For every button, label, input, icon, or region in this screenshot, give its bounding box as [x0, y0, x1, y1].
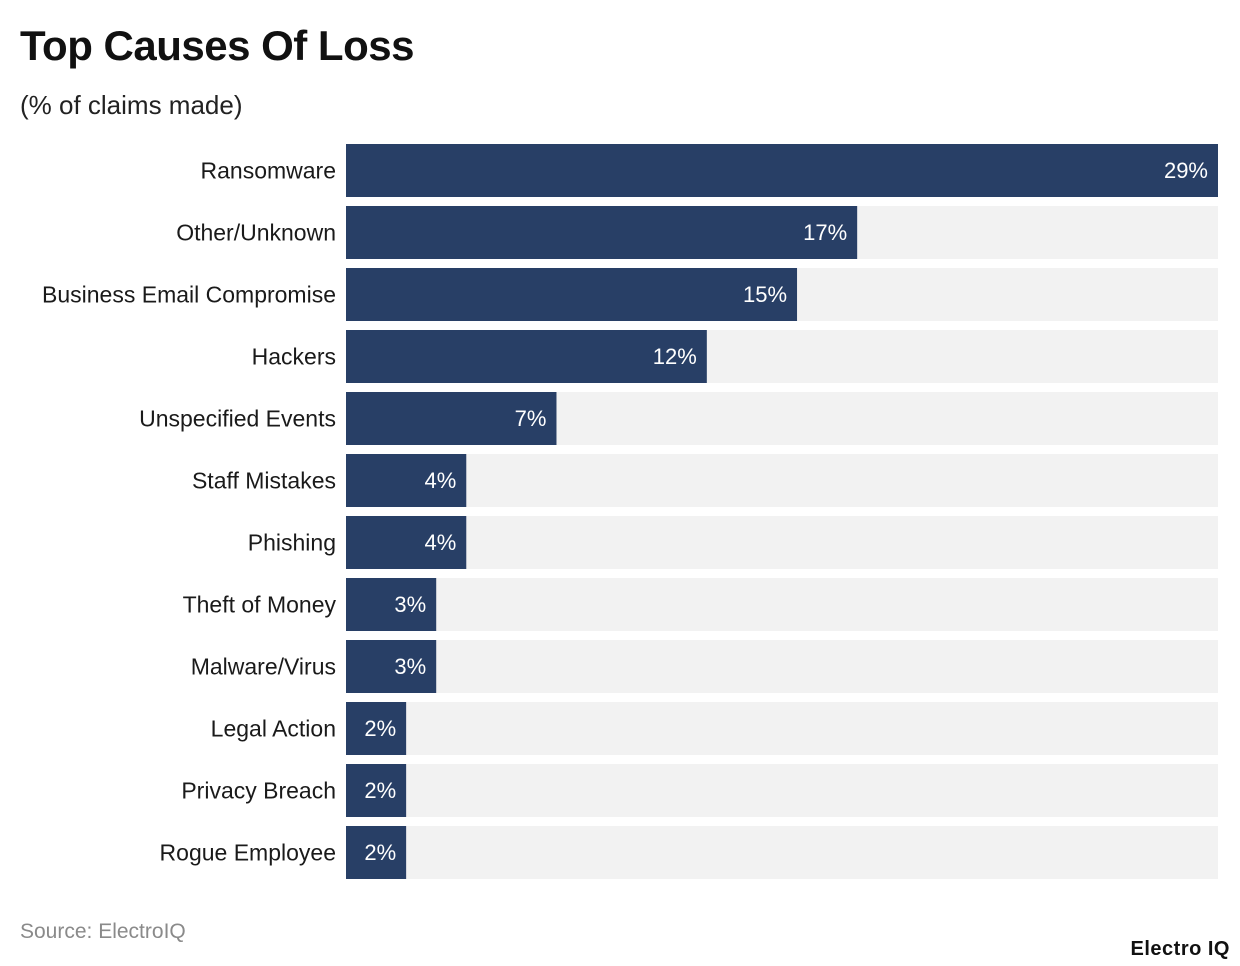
value-label: 2%: [364, 778, 396, 803]
category-label: Business Email Compromise: [42, 282, 336, 308]
category-label: Other/Unknown: [176, 220, 336, 246]
bar: [346, 640, 437, 693]
category-label: Malware/Virus: [191, 654, 336, 680]
bar: [346, 454, 467, 507]
value-label: 15%: [743, 282, 787, 307]
brand-logo: Electro IQ: [1130, 938, 1230, 960]
bar-track: [346, 702, 1218, 755]
bar-track: [346, 454, 1218, 507]
bar-track: [346, 826, 1218, 879]
bar: [346, 702, 407, 755]
value-label: 2%: [364, 716, 396, 741]
category-label: Privacy Breach: [181, 778, 336, 804]
bar: [346, 206, 858, 259]
category-label: Unspecified Events: [139, 406, 336, 432]
value-label: 3%: [394, 592, 426, 617]
value-label: 17%: [803, 220, 847, 245]
value-label: 29%: [1164, 158, 1208, 183]
category-label: Theft of Money: [183, 592, 337, 618]
value-label: 12%: [653, 344, 697, 369]
category-label: Hackers: [252, 344, 336, 370]
value-label: 4%: [424, 530, 456, 555]
category-label: Ransomware: [201, 158, 337, 184]
bar: [346, 578, 437, 631]
bar-track: [346, 516, 1218, 569]
value-label: 3%: [394, 654, 426, 679]
category-label: Staff Mistakes: [192, 468, 336, 494]
bar-track: [346, 640, 1218, 693]
chart-subtitle: (% of claims made): [20, 90, 243, 120]
bar: [346, 330, 707, 383]
bar: [346, 516, 467, 569]
bar: [346, 268, 798, 321]
bar: [346, 826, 407, 879]
value-label: 4%: [424, 468, 456, 493]
category-label: Rogue Employee: [160, 840, 336, 866]
bar: [346, 392, 557, 445]
value-label: 7%: [515, 406, 547, 431]
bar-track: [346, 764, 1218, 817]
chart-title: Top Causes Of Loss: [20, 22, 414, 69]
value-label: 2%: [364, 840, 396, 865]
source-note: Source: ElectroIQ: [20, 920, 186, 943]
category-label: Phishing: [248, 530, 336, 556]
bar: [346, 764, 407, 817]
bar-track: [346, 578, 1218, 631]
category-label: Legal Action: [211, 716, 336, 742]
bar: [346, 144, 1218, 197]
